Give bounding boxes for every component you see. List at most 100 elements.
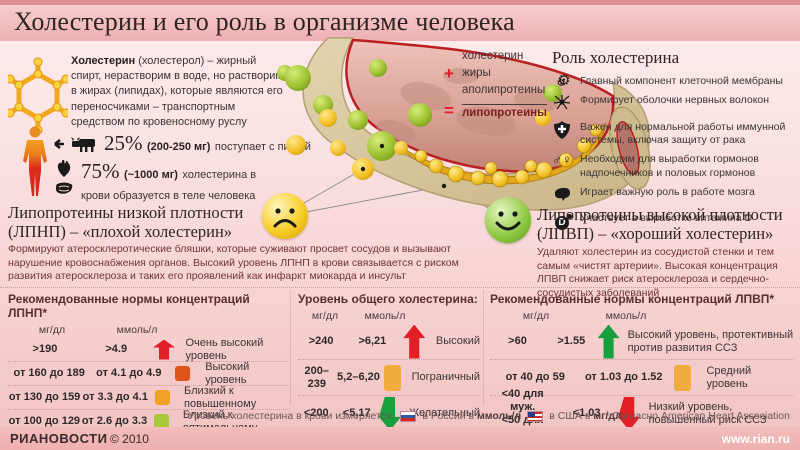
level-label: Низкий уровень, повышенный риск ССЗ [648, 400, 767, 426]
role-item: ♂♀ Необходим для выработки гормонов надп… [552, 152, 759, 179]
level-label: Очень высокий уровень [185, 336, 264, 362]
heart-icon [57, 160, 71, 177]
level-label: Высокий уровень [205, 360, 250, 386]
table-title: Уровень общего холестерина: [298, 292, 478, 306]
level-marker [154, 414, 170, 429]
plaque-deposit [395, 121, 607, 188]
table-row: от 130 до 159 от 3.3 до 4.1 Близкий к повы… [8, 384, 288, 410]
level-label: Близкий к повышенному [184, 384, 257, 410]
website-link[interactable]: www.rian.ru [721, 432, 790, 446]
table-title: Рекомендованные нормы концентраций ЛПНП* [8, 292, 250, 320]
formula-apolipoproteins: аполипротеины [462, 84, 546, 96]
source-body-text: 75% (~1000 мг) холестерина в крови образ… [81, 158, 271, 206]
role-item: Формирует оболочки нервных волокон [552, 94, 796, 115]
table-row: >60 >1.55 Высокий уровень, протективный пр… [490, 324, 794, 360]
nerve-cell-icon [552, 94, 572, 115]
body-quantity: (~1000 мг) [123, 169, 178, 181]
level-marker [155, 390, 171, 405]
level-marker [174, 366, 190, 381]
role-section: Роль холестерина ⚙ ⚙ Главный компонент кл… [552, 48, 796, 236]
col-header-mgdl: мг/дл [522, 310, 550, 322]
ldl-particles [286, 109, 551, 180]
col-header-mmoll: ммоль/л [116, 324, 158, 336]
bottom-bar: РИАНОВОСТИ © 2010 www.rian.ru [0, 427, 800, 450]
gears-icon: ⚙ ⚙ [556, 72, 571, 89]
role-title: Роль холестерина [552, 48, 680, 67]
table-title: Рекомендованные нормы концентраций ЛПВП* [490, 292, 775, 306]
hdl-norms-table: Рекомендованные нормы концентраций ЛПВП*… [490, 292, 794, 438]
level-label: Пограничный [411, 371, 480, 384]
flag-russia-icon [400, 410, 417, 422]
level-label: Средний уровень [706, 364, 752, 390]
gender-symbols-icon: ♂♀ [552, 152, 572, 168]
arrow-left-icon [54, 138, 64, 149]
brand-logo: РИАНОВОСТИ [10, 431, 108, 446]
flag-usa-icon [527, 410, 544, 422]
col-header-mgdl: мг/дл [311, 310, 339, 322]
level-marker [403, 324, 426, 359]
level-label: Высокий [435, 335, 480, 348]
title-band [0, 5, 800, 41]
smiley-face-icon [485, 197, 531, 243]
cholesterol-molecule-icon [8, 57, 68, 135]
vitamin-d-icon: D [552, 212, 572, 230]
col-header-mmoll: ммоль/л [364, 310, 406, 322]
lipoprotein-formula: холестерин + жиры аполипротеины = липопрот… [444, 50, 564, 121]
level-label: Высокий уровень, протективный против раз… [627, 328, 794, 354]
artery-illustration [277, 37, 651, 220]
measure-label: Уровень холестерина в крови измеряется: [188, 410, 395, 422]
intro-paragraph: Холестерин (холестерол) – жирный спирт, … [71, 54, 289, 130]
organ-icons [55, 160, 73, 206]
table-row: от 160 до 189 от 4.1 до 4.9 Высокий уровен… [8, 360, 288, 386]
table-row: <200 <5,17 Желательный [298, 396, 480, 431]
copyright: © 2010 [110, 432, 149, 446]
level-marker [674, 364, 692, 391]
intro-text: (холестерол) – жирный спирт, нерастворим… [71, 55, 283, 128]
role-item: Важен для нормальной работы иммунной сис… [552, 121, 796, 147]
formula-cholesterol: холестерин [462, 50, 524, 62]
level-label: Желательный [408, 407, 480, 420]
plus-sign: + [444, 64, 454, 83]
page-title: Холестерин и его роль в организме челове… [14, 7, 515, 36]
human-figure [23, 126, 47, 196]
equals-sign: = [444, 101, 454, 120]
source-food-row: 25% (200-250 мг) поступает с пищей [50, 131, 311, 156]
ldl-section-title: Липопротеины низкой плотности (ЛПНП) – «… [8, 203, 244, 241]
brain-icon [552, 186, 572, 206]
food-percent: 25% [104, 131, 143, 155]
tables-separator [0, 287, 800, 288]
level-marker [153, 339, 176, 360]
table-row: 200–239 5,2–6,20 Пограничный [298, 360, 480, 396]
formula-result: липопротеины [462, 104, 547, 119]
role-item: Играет важную роль в работе мозга [552, 186, 796, 206]
sad-face-icon [262, 193, 308, 239]
body-label: холестерина в крови образуется в теле че… [81, 169, 257, 203]
table-divider-right [483, 290, 484, 405]
intestine-icon [56, 182, 73, 194]
role-item: ⚙ ⚙ Главный компонент клеточной мембраны [552, 72, 796, 89]
source-note: * Согласно American Heart Association [605, 410, 790, 422]
formula-fats: жиры [462, 67, 491, 79]
source-body-row: 75% (~1000 мг) холестерина в крови образ… [55, 158, 271, 206]
role-item: D Участвует в выработке витамина D [552, 212, 796, 230]
top-strip [0, 0, 800, 5]
measurement-note: Уровень холестерина в крови измеряется: … [188, 410, 790, 422]
shield-cross-icon [552, 121, 572, 144]
intro-term: Холестерин [71, 55, 136, 67]
source-food-text: 25% (200-250 мг) поступает с пищей [104, 131, 311, 156]
col-header-mgdl: мг/дл [38, 324, 66, 336]
ldl-description: Формируют атеросклеротические бляшки, ко… [8, 243, 459, 283]
total-cholesterol-table: Уровень общего холестерина: мг/дл ммоль/л… [298, 292, 480, 431]
table-row: >190 >4.9 Очень высокий уровень [8, 336, 288, 362]
level-marker [384, 364, 402, 391]
hdl-description: Удаляют холестерин из сосудистой стенки … [537, 246, 778, 299]
level-marker [597, 324, 620, 359]
body-percent: 75% [81, 159, 120, 183]
hdl-section-title: Липопротеины высокой плотности (ЛПВП) – … [537, 205, 783, 243]
col-header-mmoll: ммоль/л [605, 310, 647, 322]
food-quantity: (200-250 мг) [146, 141, 211, 153]
cow-icon [71, 136, 95, 152]
table-row: от 40 до 59 от 1.03 до 1.52 Средний уровен… [490, 360, 794, 396]
